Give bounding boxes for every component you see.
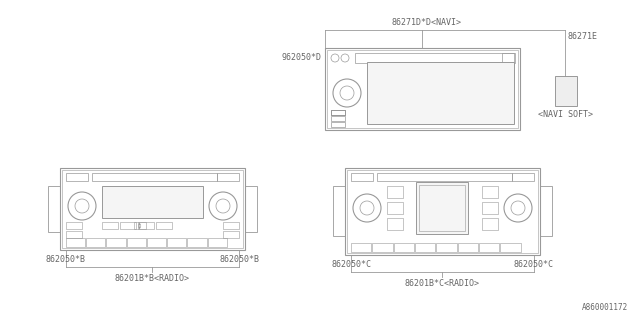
Bar: [106, 238, 125, 247]
Bar: [325, 48, 520, 130]
Bar: [86, 238, 106, 247]
Bar: [351, 243, 371, 252]
Bar: [331, 110, 345, 115]
Text: 962050*D: 962050*D: [282, 53, 322, 62]
Text: ▲: ▲: [138, 223, 141, 227]
Bar: [482, 218, 498, 230]
Bar: [415, 243, 435, 252]
Bar: [387, 218, 403, 230]
Bar: [134, 222, 146, 229]
Text: 86271D*D<NAVI>: 86271D*D<NAVI>: [392, 18, 462, 27]
Bar: [377, 173, 512, 181]
Bar: [331, 110, 345, 115]
Bar: [333, 186, 345, 236]
Bar: [66, 238, 85, 247]
Bar: [66, 231, 82, 238]
Bar: [66, 173, 88, 181]
Bar: [331, 116, 345, 121]
Bar: [416, 182, 468, 234]
Text: 86271E: 86271E: [568, 32, 598, 41]
Bar: [419, 185, 465, 231]
Bar: [120, 222, 136, 229]
Bar: [394, 243, 414, 252]
Text: 86201B*B<RADIO>: 86201B*B<RADIO>: [115, 274, 189, 283]
Bar: [223, 222, 239, 229]
Bar: [540, 186, 552, 236]
Bar: [387, 186, 403, 198]
Bar: [555, 76, 577, 106]
Bar: [102, 222, 118, 229]
Bar: [62, 170, 243, 248]
Bar: [331, 110, 345, 115]
Bar: [156, 222, 172, 229]
Bar: [436, 243, 457, 252]
Text: A860001172: A860001172: [582, 303, 628, 312]
Text: 862050*C: 862050*C: [331, 260, 371, 269]
Text: 86201B*C<RADIO>: 86201B*C<RADIO>: [404, 279, 479, 288]
Bar: [387, 202, 403, 214]
Bar: [500, 243, 521, 252]
Bar: [512, 173, 534, 181]
Bar: [207, 238, 227, 247]
Bar: [223, 231, 239, 238]
Bar: [351, 173, 373, 181]
Bar: [345, 168, 540, 255]
Text: <NAVI SOFT>: <NAVI SOFT>: [538, 110, 593, 119]
Bar: [331, 122, 345, 127]
Bar: [167, 238, 186, 247]
Bar: [482, 186, 498, 198]
Bar: [48, 186, 60, 232]
Text: 862050*B: 862050*B: [46, 255, 86, 264]
Bar: [458, 243, 478, 252]
Bar: [327, 50, 518, 128]
Bar: [367, 62, 514, 124]
Bar: [331, 110, 345, 115]
Bar: [60, 168, 245, 250]
Bar: [355, 53, 515, 63]
Text: 862050*C: 862050*C: [514, 260, 554, 269]
Bar: [66, 222, 82, 229]
Bar: [502, 53, 514, 63]
Bar: [482, 202, 498, 214]
Bar: [102, 186, 203, 218]
Bar: [147, 238, 166, 247]
Bar: [217, 173, 239, 181]
Bar: [479, 243, 499, 252]
Text: 862050*B: 862050*B: [219, 255, 259, 264]
Bar: [127, 238, 146, 247]
Bar: [92, 173, 217, 181]
Bar: [245, 186, 257, 232]
Bar: [372, 243, 393, 252]
Bar: [138, 222, 154, 229]
Bar: [188, 238, 207, 247]
Text: ▼: ▼: [138, 227, 141, 231]
Bar: [347, 170, 538, 253]
